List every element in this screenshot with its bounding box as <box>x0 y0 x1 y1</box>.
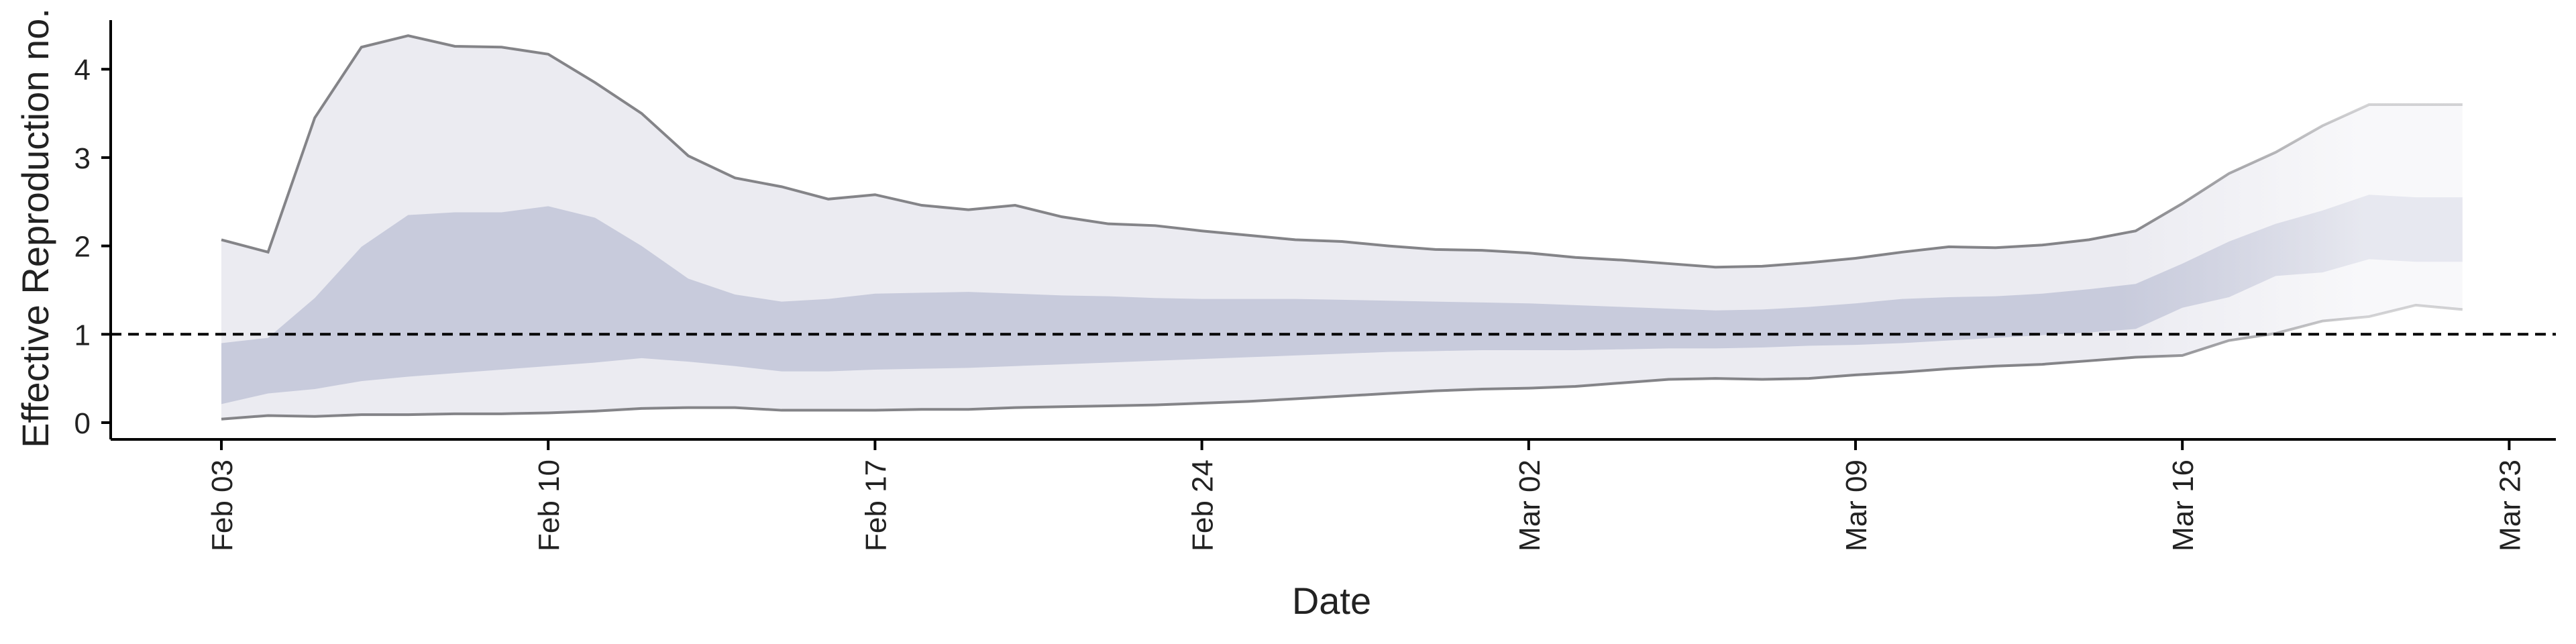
inner-credible-band <box>221 195 2463 405</box>
axes <box>109 20 2556 441</box>
y-tick-label: 1 <box>74 319 91 352</box>
y-tick-label: 0 <box>74 407 91 440</box>
ticks: 0 1 2 3 4 Feb 03 Feb 10 Feb 17 Feb 24 Mar 02 Mar 0… <box>74 54 2527 551</box>
x-axis-title: Date <box>1292 580 1371 622</box>
x-tick-label: Feb 17 <box>859 460 892 551</box>
x-tick-label: Feb 03 <box>206 460 239 551</box>
x-tick-label: Mar 09 <box>1840 460 1873 551</box>
y-axis-title: Effective Reproduction no. <box>14 8 56 448</box>
y-tick-label: 4 <box>74 54 91 87</box>
y-tick-label: 3 <box>74 142 91 175</box>
x-tick-label: Mar 23 <box>2493 460 2526 551</box>
uncertainty-bands <box>221 34 2463 421</box>
y-tick-label: 2 <box>74 231 91 264</box>
x-tick-label: Feb 24 <box>1187 460 1220 551</box>
outer-lower-line <box>221 303 2463 421</box>
x-tick-label: Feb 10 <box>533 460 566 551</box>
x-tick-label: Mar 02 <box>1513 460 1546 551</box>
x-tick-label: Mar 16 <box>2167 460 2200 551</box>
outer-upper-line <box>221 34 2463 269</box>
